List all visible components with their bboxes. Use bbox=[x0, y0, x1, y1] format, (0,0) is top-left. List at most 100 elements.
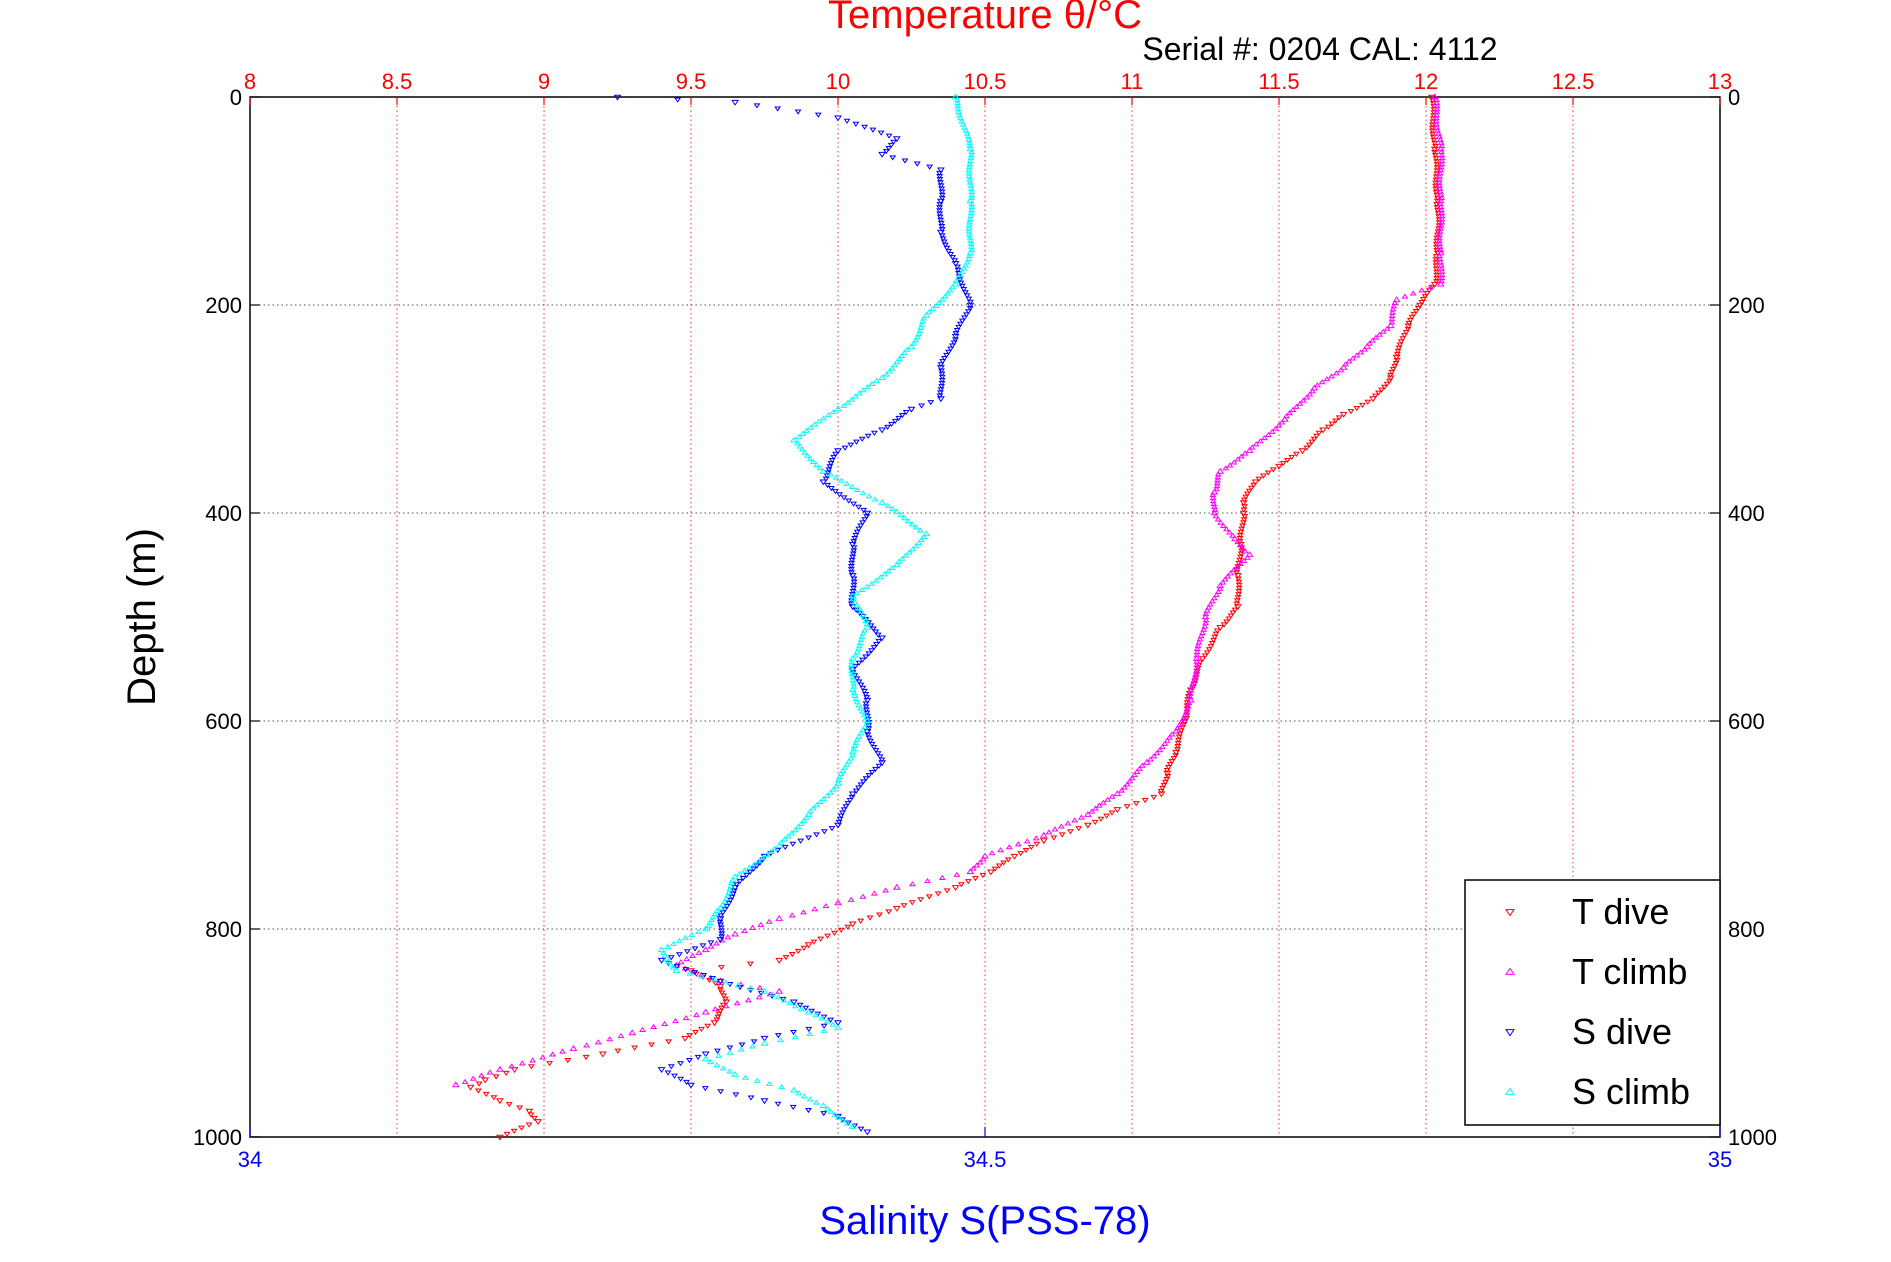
data-point bbox=[1275, 463, 1283, 470]
data-point bbox=[852, 532, 860, 538]
data-point bbox=[698, 971, 706, 977]
data-point bbox=[878, 635, 887, 642]
y-right-tick-label: 600 bbox=[1728, 709, 1765, 734]
data-point bbox=[855, 785, 863, 791]
data-point bbox=[878, 498, 887, 505]
data-point bbox=[705, 922, 712, 929]
data-point bbox=[1429, 134, 1437, 140]
data-point bbox=[853, 602, 861, 608]
data-point bbox=[1240, 497, 1248, 503]
data-point bbox=[1118, 787, 1126, 793]
data-point bbox=[1236, 542, 1244, 548]
data-point bbox=[1239, 500, 1248, 507]
data-point bbox=[938, 874, 946, 881]
data-point bbox=[1227, 613, 1235, 619]
data-point bbox=[1212, 592, 1220, 598]
data-point bbox=[966, 306, 974, 312]
data-point bbox=[1233, 598, 1241, 604]
data-point bbox=[843, 118, 851, 124]
data-point bbox=[1264, 470, 1272, 476]
data-point bbox=[775, 914, 784, 921]
data-point bbox=[855, 504, 863, 510]
data-point bbox=[797, 838, 805, 844]
data-point bbox=[1175, 734, 1183, 740]
data-point bbox=[824, 470, 832, 476]
data-point bbox=[963, 312, 970, 318]
data-point bbox=[614, 1048, 622, 1054]
data-point bbox=[936, 214, 944, 220]
data-point bbox=[1286, 410, 1293, 416]
data-point bbox=[1433, 159, 1441, 165]
data-point bbox=[908, 521, 916, 527]
data-point bbox=[848, 686, 857, 693]
data-point bbox=[860, 688, 868, 694]
data-point bbox=[997, 847, 1004, 853]
x-top-tick-label: 10 bbox=[826, 69, 850, 94]
data-point bbox=[722, 996, 729, 1002]
data-point bbox=[716, 919, 724, 925]
data-point bbox=[860, 614, 868, 621]
data-point bbox=[1433, 202, 1441, 208]
legend-entry: T dive bbox=[1505, 891, 1669, 932]
data-point bbox=[796, 1002, 804, 1008]
data-point bbox=[1071, 817, 1079, 823]
data-point bbox=[771, 845, 778, 851]
data-point bbox=[1421, 294, 1429, 300]
data-point bbox=[1181, 712, 1189, 718]
data-point bbox=[1157, 788, 1165, 794]
data-point bbox=[1235, 589, 1243, 595]
data-point bbox=[706, 974, 714, 980]
data-point bbox=[1161, 779, 1169, 786]
data-point bbox=[478, 1072, 485, 1078]
data-point bbox=[1434, 195, 1441, 202]
data-point bbox=[836, 492, 843, 498]
data-point bbox=[735, 870, 743, 876]
data-point bbox=[834, 899, 842, 906]
series-s-climb bbox=[657, 93, 976, 1129]
data-point bbox=[961, 290, 969, 296]
data-point bbox=[720, 993, 728, 999]
data-point bbox=[1345, 358, 1353, 364]
data-point bbox=[1347, 409, 1355, 415]
data-point bbox=[742, 1074, 749, 1080]
data-point bbox=[791, 1003, 799, 1009]
data-point bbox=[855, 605, 863, 611]
data-point bbox=[527, 1112, 535, 1118]
legend-entry: S climb bbox=[1505, 1071, 1690, 1112]
data-point bbox=[848, 570, 855, 576]
data-point bbox=[859, 685, 867, 691]
data-point bbox=[806, 808, 814, 814]
data-point bbox=[781, 836, 789, 842]
data-point bbox=[808, 1008, 816, 1014]
data-point bbox=[731, 873, 740, 880]
data-point bbox=[704, 1023, 712, 1029]
data-point bbox=[951, 885, 960, 892]
data-point bbox=[800, 945, 808, 951]
data-point bbox=[1027, 844, 1035, 850]
data-point bbox=[731, 99, 740, 106]
data-point bbox=[834, 115, 842, 122]
data-point bbox=[824, 933, 831, 939]
data-point bbox=[1051, 826, 1059, 832]
data-point bbox=[963, 259, 971, 265]
data-point bbox=[916, 327, 924, 333]
data-point bbox=[1237, 551, 1245, 557]
data-point bbox=[722, 895, 730, 901]
data-point bbox=[1433, 247, 1441, 254]
data-point bbox=[868, 769, 876, 776]
data-point bbox=[749, 924, 757, 930]
data-point bbox=[1433, 168, 1441, 174]
data-point bbox=[1174, 743, 1182, 750]
data-point bbox=[1240, 517, 1248, 523]
data-point bbox=[842, 804, 850, 810]
data-point bbox=[855, 702, 863, 708]
series-t-climb bbox=[451, 93, 1446, 1088]
data-point bbox=[1156, 746, 1164, 753]
data-point bbox=[857, 1126, 865, 1132]
data-point bbox=[1165, 765, 1172, 771]
data-point bbox=[936, 202, 944, 208]
data-point bbox=[716, 916, 725, 923]
data-point bbox=[691, 970, 699, 976]
data-point bbox=[870, 430, 878, 436]
data-point bbox=[682, 967, 690, 973]
